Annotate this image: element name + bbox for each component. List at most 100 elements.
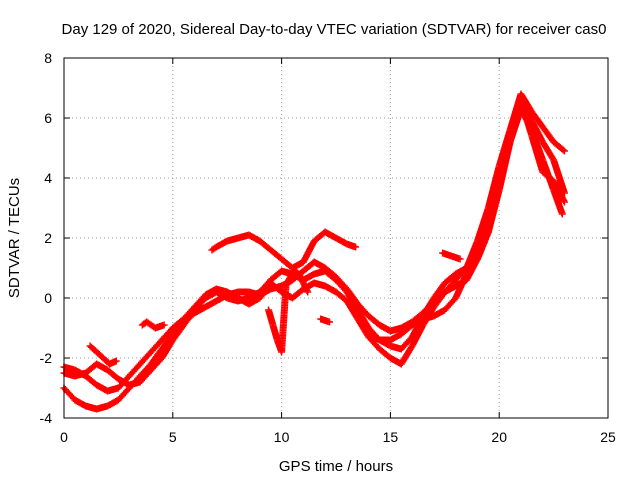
x-tick-label: 15 xyxy=(383,429,399,445)
y-tick-label: 2 xyxy=(44,230,52,246)
data-point-run xyxy=(518,92,535,114)
data-point-run xyxy=(322,268,339,283)
data-point-run xyxy=(398,344,415,366)
data-point-run xyxy=(138,368,154,384)
x-tick-label: 5 xyxy=(169,429,177,445)
data-point-run xyxy=(300,239,317,264)
data-point-run xyxy=(268,247,284,262)
x-tick-labels: 0 5 10 15 20 25 xyxy=(60,429,616,445)
data-point-run xyxy=(485,188,503,234)
data-point xyxy=(560,198,568,206)
y-tick-label: -2 xyxy=(40,350,53,366)
data-point-run xyxy=(278,284,290,354)
data-point-run xyxy=(420,296,437,318)
data-point-run xyxy=(540,140,557,162)
data-point xyxy=(325,318,333,326)
data-point-run xyxy=(507,107,524,144)
data-point-run xyxy=(257,238,273,253)
data-point-run xyxy=(550,188,566,216)
data-point-run xyxy=(344,299,361,321)
data-point-run xyxy=(464,257,480,276)
data-point-run xyxy=(463,248,481,270)
data-point-run xyxy=(148,322,158,331)
data-point-run xyxy=(181,305,197,321)
data-point-run xyxy=(159,338,176,360)
x-tick-label: 20 xyxy=(491,429,507,445)
series-track-5 xyxy=(265,267,312,356)
data-point-run xyxy=(550,158,568,195)
y-tick-label: 0 xyxy=(44,290,52,306)
x-tick-label: 0 xyxy=(60,429,68,445)
data-point xyxy=(352,243,360,251)
data-point-run xyxy=(399,322,415,337)
data-point-run xyxy=(333,278,350,294)
data-point-run xyxy=(431,290,448,309)
data-point-run xyxy=(355,308,372,330)
chart-title: Day 129 of 2020, Sidereal Day-to-day VTE… xyxy=(62,21,607,38)
data-points-layer xyxy=(60,90,568,413)
data-point-run xyxy=(442,271,458,286)
data-point-run xyxy=(377,346,393,361)
data-point xyxy=(112,357,120,365)
data-point-run xyxy=(140,319,149,328)
data-point-run xyxy=(333,289,350,304)
data-point-run xyxy=(528,128,546,162)
data-point-run xyxy=(170,323,187,342)
x-tick-label: 10 xyxy=(274,429,290,445)
data-point-run xyxy=(265,308,276,327)
data-point-run xyxy=(529,119,546,144)
data-point-run xyxy=(551,139,567,154)
data-point-run xyxy=(170,316,186,331)
data-point-run xyxy=(105,367,121,382)
data-point-run xyxy=(366,313,382,328)
data-point xyxy=(160,321,168,329)
data-point-run xyxy=(292,268,302,277)
data-point-run xyxy=(529,109,546,130)
data-point-run xyxy=(87,343,99,355)
data-point-run xyxy=(287,269,298,279)
data-point-run xyxy=(540,125,557,144)
y-tick-label: 6 xyxy=(44,110,52,126)
data-point-run xyxy=(442,278,458,294)
data-point-run xyxy=(127,362,143,378)
data-point-run xyxy=(144,319,154,328)
series-track-7 xyxy=(86,249,464,368)
data-point-run xyxy=(399,335,415,351)
y-tick-label: 4 xyxy=(44,170,52,186)
data-point-run xyxy=(116,386,132,402)
data-point xyxy=(558,210,566,218)
data-point-run xyxy=(539,158,557,192)
series-track-6 xyxy=(365,105,566,344)
data-point xyxy=(456,255,464,263)
data-point-run xyxy=(268,280,284,295)
data-point-run xyxy=(355,302,371,318)
data-point-run xyxy=(518,107,535,132)
y-tick-labels: -4 -2 0 2 4 6 8 xyxy=(40,50,53,426)
data-point-run xyxy=(148,347,165,366)
ticks-layer xyxy=(63,57,609,419)
data-point-run xyxy=(148,356,165,372)
data-point-run xyxy=(442,296,458,312)
data-point-run xyxy=(116,374,132,390)
data-point-run xyxy=(453,266,469,282)
data-point-run xyxy=(148,338,165,354)
x-tick-label: 25 xyxy=(600,429,616,445)
data-point-run xyxy=(159,326,175,342)
data-point-run xyxy=(431,281,448,300)
series-track-4 xyxy=(208,228,360,272)
x-axis-title: GPS time / hours xyxy=(279,458,393,475)
data-point-run xyxy=(344,290,361,312)
data-point-run xyxy=(409,323,426,348)
data-point-run xyxy=(159,332,176,351)
data-point-run xyxy=(138,362,154,378)
data-point-run xyxy=(192,293,208,309)
data-point-run xyxy=(94,349,106,361)
data-point xyxy=(560,147,568,155)
data-point-run xyxy=(496,140,514,192)
data-point-run xyxy=(138,350,154,366)
data-point-run xyxy=(366,335,382,351)
y-tick-label: 8 xyxy=(44,50,52,66)
data-point-run xyxy=(452,272,470,300)
data-point-run xyxy=(269,323,281,342)
